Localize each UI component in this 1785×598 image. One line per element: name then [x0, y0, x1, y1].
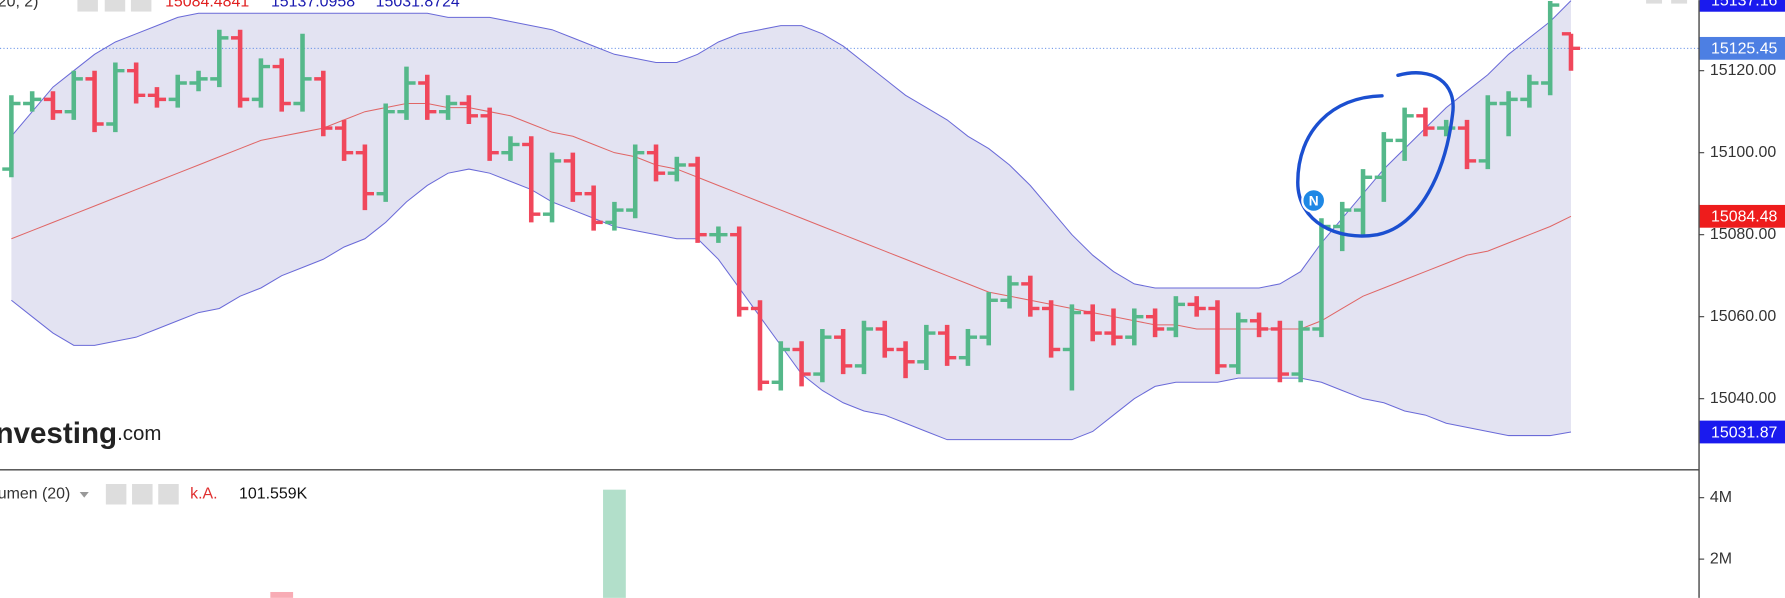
- news-marker[interactable]: [1301, 188, 1327, 214]
- icon-settings[interactable]: [132, 483, 153, 505]
- price-tag-label: 15084.48: [1711, 209, 1778, 226]
- logo-suffix: .com: [117, 422, 161, 445]
- y-tick-label: 15100.00: [1710, 144, 1777, 161]
- icon-eye[interactable]: [105, 483, 127, 505]
- volume-bar: [603, 489, 626, 598]
- window-button[interactable]: [1671, 0, 1688, 4]
- volume-last: 101.559K: [239, 485, 308, 502]
- price-pane: [0, 0, 1699, 441]
- y-tick-label: 15060.00: [1710, 308, 1777, 325]
- price-tag-label: 15031.87: [1711, 424, 1778, 441]
- price-tag: [1699, 204, 1785, 228]
- volume-title: umen (20): [0, 485, 70, 502]
- price-tag: [1699, 0, 1785, 12]
- upper-band: [10, 0, 1572, 289]
- indicator-label: 20, 2): [0, 0, 38, 11]
- y-tick-label: 15040.00: [1710, 390, 1777, 407]
- price-tag: [1699, 420, 1785, 444]
- header-lower: 15031.8724: [376, 0, 460, 11]
- logo-main: nvesting: [0, 417, 117, 450]
- volume-pane: [270, 489, 626, 598]
- volume-status: k.A.: [190, 485, 217, 502]
- volume-tick-label: 4M: [1710, 489, 1732, 506]
- band-fill: [11, 0, 1571, 440]
- icon-settings[interactable]: [104, 0, 126, 12]
- price-tag-label: 15137.16: [1711, 0, 1778, 10]
- dropdown-arrow[interactable]: [79, 491, 89, 498]
- y-tick-label: 15080.00: [1710, 226, 1777, 243]
- icon-close[interactable]: [158, 483, 179, 505]
- news-marker-label: N: [1309, 193, 1319, 208]
- lower-band: [11, 168, 1572, 441]
- hand-drawn-circle: [1296, 71, 1455, 238]
- logo: nvesting.com: [0, 417, 161, 450]
- window-button[interactable]: [1646, 0, 1663, 4]
- y-tick-label: 15120.00: [1710, 62, 1777, 79]
- price-tag-label: 15125.45: [1711, 41, 1778, 58]
- volume-tick-label: 2M: [1710, 550, 1732, 567]
- middle-band: [11, 102, 1572, 330]
- volume-bar: [270, 591, 294, 598]
- header-middle: 15084.4841: [165, 0, 249, 11]
- price-tag: [1699, 36, 1785, 60]
- price-axis: 15040.00 15060.00 15080.00 15100.00 15120.00…: [1698, 0, 1785, 567]
- icon-eye[interactable]: [77, 0, 98, 12]
- header-upper: 15137.0958: [271, 0, 355, 11]
- icon-close[interactable]: [130, 0, 152, 12]
